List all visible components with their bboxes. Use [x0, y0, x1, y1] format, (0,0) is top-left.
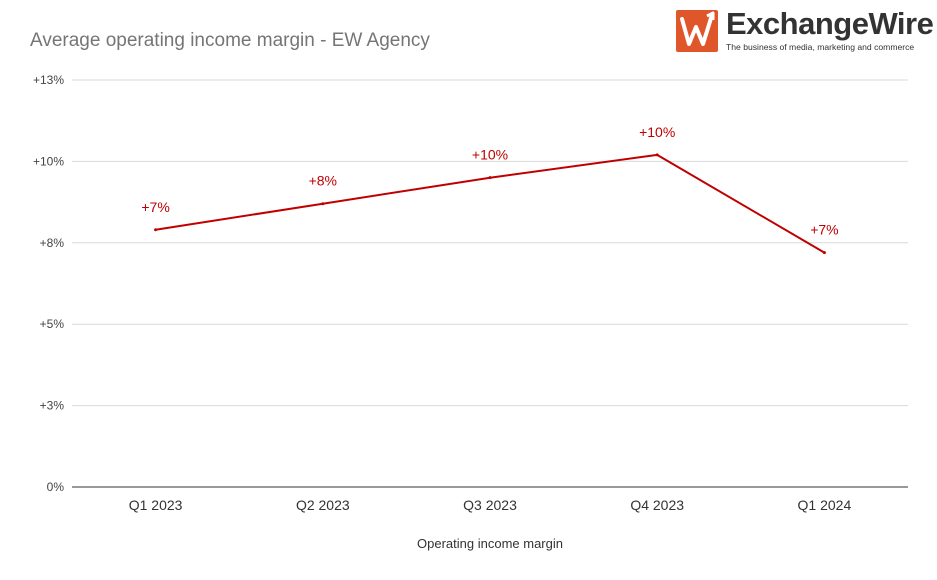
- y-tick-label: +10%: [33, 154, 64, 168]
- data-point: [655, 153, 659, 157]
- y-axis-ticks: 0% +3% +5% +8% +10% +13%: [33, 73, 64, 494]
- y-tick-label: 0%: [47, 480, 65, 494]
- y-tick-label: +5%: [40, 317, 65, 331]
- data-labels: +7% +8% +10% +10% +7%: [141, 124, 838, 238]
- w-arrow-logo-icon: [676, 10, 718, 52]
- y-tick-label: +3%: [40, 399, 65, 413]
- data-label: +7%: [810, 222, 838, 238]
- x-tick-label: Q1 2024: [798, 497, 852, 513]
- x-axis-label: Operating income margin: [417, 536, 563, 551]
- data-label: +8%: [309, 173, 337, 189]
- y-tick-label: +13%: [33, 73, 64, 87]
- gridlines: [72, 79, 908, 488]
- data-label: +10%: [639, 124, 675, 140]
- x-tick-label: Q1 2023: [129, 497, 183, 513]
- data-label: +7%: [141, 199, 169, 215]
- series-layer: [154, 153, 826, 255]
- logo-tagline: The business of media, marketing and com…: [726, 42, 915, 52]
- x-tick-label: Q4 2023: [630, 497, 684, 513]
- chart-title: Average operating income margin - EW Age…: [30, 30, 430, 51]
- data-point: [321, 202, 325, 206]
- y-tick-label: +8%: [40, 236, 65, 250]
- x-axis-ticks: Q1 2023 Q2 2023 Q3 2023 Q4 2023 Q1 2024: [129, 497, 852, 513]
- data-label: +10%: [472, 147, 508, 163]
- data-point: [822, 251, 826, 255]
- x-tick-label: Q3 2023: [463, 497, 517, 513]
- x-tick-label: Q2 2023: [296, 497, 350, 513]
- data-point: [488, 176, 492, 180]
- logo-wordmark: ExchangeWire: [726, 6, 934, 41]
- data-point: [154, 228, 158, 232]
- exchangewire-logo: ExchangeWire The business of media, mark…: [676, 6, 934, 56]
- series-line: [155, 153, 825, 254]
